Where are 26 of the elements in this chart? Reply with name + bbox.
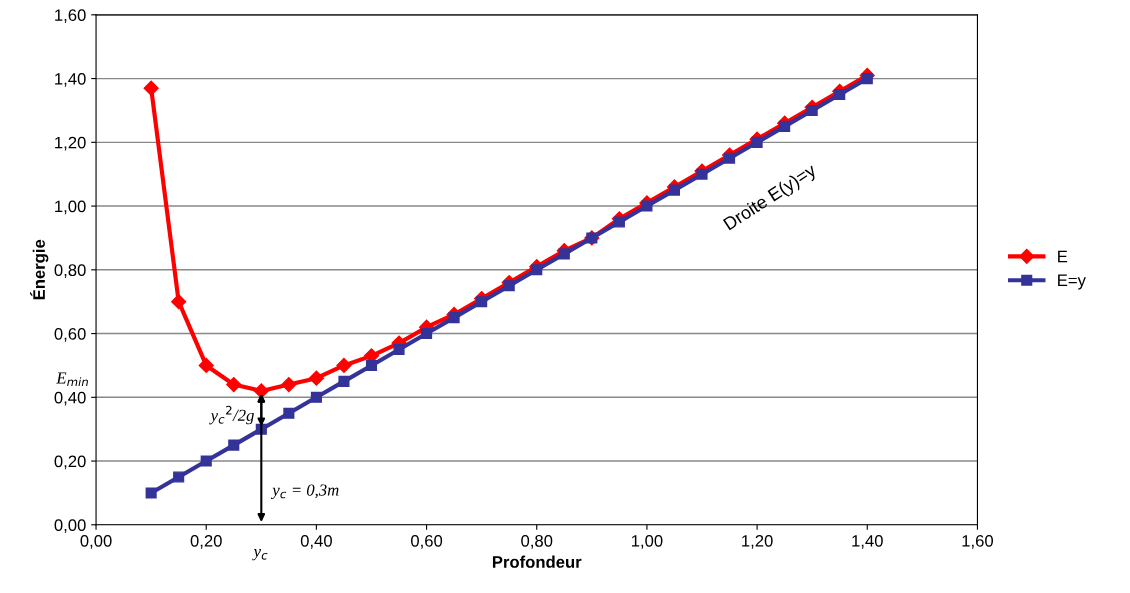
text: y$_{c}$: [252, 549, 268, 561]
x-tick-label: 0,80: [521, 534, 553, 549]
x-tick-label: 0,40: [300, 534, 332, 549]
x-tick-label: 0,60: [411, 534, 443, 549]
y-tick-label: 0,80: [54, 264, 86, 278]
y-tick-label: 1,40: [55, 72, 86, 87]
y-tick-label: 0,20: [54, 455, 86, 470]
x-tick-label: 1,60: [962, 534, 994, 549]
y-tick-label: 1,00: [55, 200, 86, 215]
y-tick-label: 0,00: [54, 519, 86, 533]
x-tick-label: 0,20: [190, 534, 222, 549]
y-tick-label: 1,60: [55, 9, 86, 23]
x-tick-label: 0,00: [80, 534, 112, 549]
x-tick-label: 1,20: [742, 534, 773, 549]
y-tick-label: 0,60: [54, 327, 86, 342]
x-tick-label: 1,00: [631, 534, 663, 549]
y-tick-label: 0,40: [54, 391, 86, 406]
y-tick-label: 1,20: [55, 136, 86, 151]
legend-label: E=y: [1058, 274, 1086, 290]
annotation: y$_{c}$$^{2}$/2g: [209, 405, 254, 425]
legend-label: E: [1058, 250, 1068, 263]
y-axis-title: Énergie: [30, 239, 49, 300]
text: E$_{min}$: [56, 372, 88, 387]
x-tick-label: 1,40: [852, 534, 883, 549]
annotation: y$_{c}$ = 0,3m: [270, 484, 339, 500]
x-axis-title: Profondeur: [492, 555, 582, 568]
